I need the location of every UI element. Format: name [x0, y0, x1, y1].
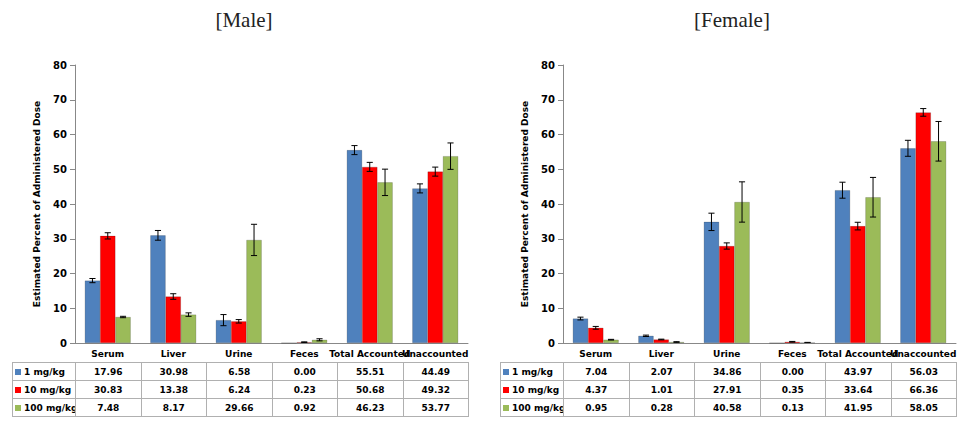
- svg-text:30: 30: [541, 233, 555, 244]
- html-text:0.92: 0.92: [293, 402, 316, 413]
- svg-text:Liver: Liver: [649, 349, 675, 359]
- html-text:40.58: 40.58: [713, 402, 742, 413]
- svg-text:Total Accounted: Total Accounted: [817, 349, 898, 359]
- html-text:50.68: 50.68: [356, 384, 385, 395]
- svg-text:Total Accounted: Total Accounted: [329, 349, 410, 359]
- svg-text:Unaccounted: Unaccounted: [402, 349, 468, 359]
- html-text:6.58: 6.58: [228, 366, 251, 377]
- html-text:46.23: 46.23: [356, 402, 385, 413]
- html-text:0.00: 0.00: [781, 366, 804, 377]
- svg-text:20: 20: [53, 268, 67, 279]
- svg-text:0: 0: [60, 338, 67, 349]
- html-text:0.00: 0.00: [293, 366, 316, 377]
- svg-text:50: 50: [53, 164, 67, 175]
- html-text:10 mg/kg: 10 mg/kg: [512, 384, 560, 395]
- svg-text:50: 50: [541, 164, 555, 175]
- html-text:30.98: 30.98: [159, 366, 188, 377]
- html-text:0.23: 0.23: [293, 384, 316, 395]
- svg-text:Unaccounted: Unaccounted: [890, 349, 956, 359]
- svg-text:Urine: Urine: [225, 349, 252, 359]
- svg-text:10: 10: [53, 303, 67, 314]
- svg-text:Estimated Percent of Administe: Estimated Percent of Administered Dose: [520, 101, 530, 307]
- svg-text:Feces: Feces: [290, 349, 319, 359]
- html-text:41.95: 41.95: [844, 402, 873, 413]
- html-text:2.07: 2.07: [650, 366, 673, 377]
- html-text:0.28: 0.28: [650, 402, 673, 413]
- svg-text:70: 70: [541, 94, 555, 105]
- html-text:6.24: 6.24: [228, 384, 251, 395]
- svg-text:70: 70: [53, 94, 67, 105]
- html-text:1 mg/kg: 1 mg/kg: [512, 366, 553, 377]
- html-text:4.37: 4.37: [585, 384, 608, 395]
- svg-text:Estimated Percent of Administe: Estimated Percent of Administered Dose: [32, 101, 42, 307]
- svg-text:60: 60: [541, 129, 555, 140]
- html-text:0.35: 0.35: [781, 384, 804, 395]
- svg-text:30: 30: [53, 233, 67, 244]
- html-text:0.95: 0.95: [585, 402, 608, 413]
- svg-text:[Male]: [Male]: [215, 8, 272, 32]
- html-text:29.66: 29.66: [225, 402, 254, 413]
- svg-text:40: 40: [53, 199, 67, 210]
- html-text:33.64: 33.64: [844, 384, 873, 395]
- svg-text:Urine: Urine: [713, 349, 740, 359]
- html-text:43.97: 43.97: [844, 366, 873, 377]
- html-text:44.49: 44.49: [421, 366, 450, 377]
- html-text:17.96: 17.96: [94, 366, 123, 377]
- html-text:1 mg/kg: 1 mg/kg: [24, 366, 65, 377]
- html-text:56.03: 56.03: [909, 366, 938, 377]
- html-text:1.01: 1.01: [650, 384, 673, 395]
- svg-text:0: 0: [548, 338, 555, 349]
- html-text:49.32: 49.32: [421, 384, 450, 395]
- svg-text:Serum: Serum: [579, 349, 612, 359]
- html-text:30.83: 30.83: [94, 384, 123, 395]
- svg-text:40: 40: [541, 199, 555, 210]
- html-text:53.77: 53.77: [421, 402, 450, 413]
- html-text:58.05: 58.05: [909, 402, 938, 413]
- svg-text:20: 20: [541, 268, 555, 279]
- html-text:66.36: 66.36: [909, 384, 938, 395]
- svg-text:Serum: Serum: [91, 349, 124, 359]
- html-text:7.04: 7.04: [585, 366, 608, 377]
- svg-text:80: 80: [541, 60, 555, 71]
- html-text:7.48: 7.48: [97, 402, 120, 413]
- html-text:55.51: 55.51: [356, 366, 385, 377]
- svg-text:Feces: Feces: [778, 349, 807, 359]
- svg-text:80: 80: [53, 60, 67, 71]
- svg-text:[Female]: [Female]: [694, 8, 770, 32]
- html-text:10 mg/kg: 10 mg/kg: [24, 384, 72, 395]
- html-text:27.91: 27.91: [713, 384, 742, 395]
- svg-text:Liver: Liver: [161, 349, 187, 359]
- html-text:34.86: 34.86: [713, 366, 742, 377]
- html-text:13.38: 13.38: [159, 384, 188, 395]
- svg-text:60: 60: [53, 129, 67, 140]
- html-text:0.13: 0.13: [781, 402, 804, 413]
- svg-text:10: 10: [541, 303, 555, 314]
- html-text:8.17: 8.17: [162, 402, 185, 413]
